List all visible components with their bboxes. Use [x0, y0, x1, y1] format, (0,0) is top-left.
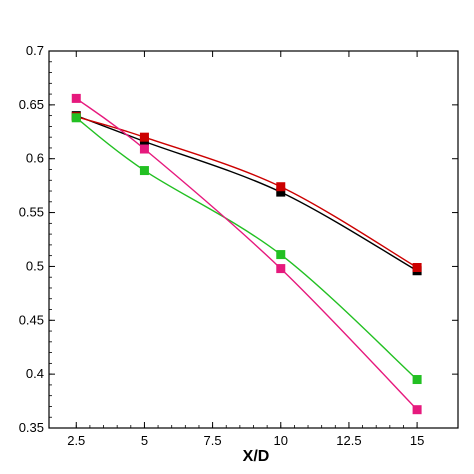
series-line [75, 117, 418, 381]
data-point [139, 132, 149, 142]
data-point [139, 166, 149, 176]
data-point [276, 187, 286, 197]
series-3 [71, 113, 422, 385]
x-tick-label: 12.5 [336, 433, 361, 448]
x-tick-label: 10 [274, 433, 288, 448]
x-tick-label: 7.5 [204, 433, 222, 448]
y-tick-label: 0.4 [26, 366, 44, 381]
y-tick-label: 0.65 [19, 97, 44, 112]
series-4 [71, 93, 422, 415]
data-point [412, 263, 422, 273]
y-tick-label: 0.55 [19, 205, 44, 220]
y-tick-label: 0.6 [26, 151, 44, 166]
data-point [71, 113, 81, 123]
data-point [412, 405, 422, 415]
series-2 [71, 112, 422, 273]
plot-frame [48, 50, 459, 429]
data-point [276, 264, 286, 274]
data-point [276, 250, 286, 260]
data-point [276, 182, 286, 192]
y-tick-label: 0.7 [26, 43, 44, 58]
series-line [76, 114, 418, 272]
data-point [71, 93, 81, 103]
y-tick-label: 0.5 [26, 258, 44, 273]
x-tick-label: 15 [410, 433, 424, 448]
x-axis-title: X/D [243, 448, 270, 465]
x-tick-label: 2.5 [67, 433, 85, 448]
y-tick-label: 0.45 [19, 312, 44, 327]
axis-ticks [49, 50, 458, 429]
data-point [412, 375, 422, 385]
series-line [76, 116, 418, 269]
tick-labels: 2.5 5 7.5 10 12.5 15 0.35 0.4 0.45 0.5 0.55 0.6 0.65… [19, 43, 425, 448]
y-tick-label: 0.35 [19, 420, 44, 435]
x-tick-label: 5 [141, 433, 148, 448]
data-point [139, 144, 149, 154]
series-layer [71, 93, 422, 415]
series-1 [71, 111, 422, 276]
series-line [75, 97, 418, 411]
